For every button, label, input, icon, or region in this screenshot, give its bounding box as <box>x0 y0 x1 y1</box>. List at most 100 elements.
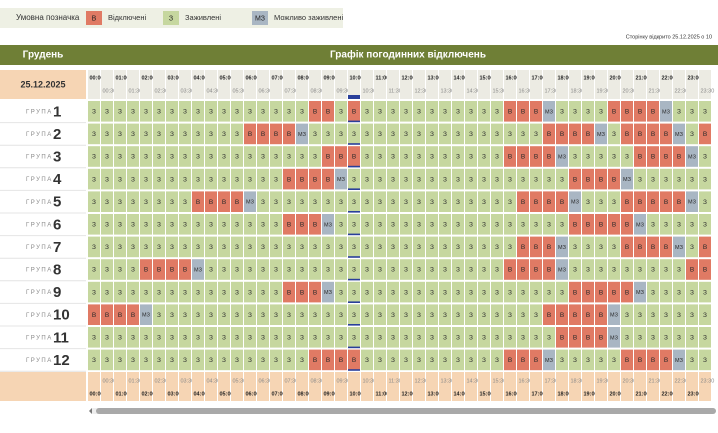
cell-code: В <box>313 222 317 229</box>
cell-code: З <box>144 244 148 251</box>
cell-code: З <box>326 335 330 342</box>
cell <box>595 281 607 303</box>
cell-code: З <box>638 335 642 342</box>
cell-code: З <box>534 222 538 229</box>
cell-code: З <box>573 357 577 364</box>
cell-code: З <box>274 154 278 161</box>
time-cell <box>257 70 269 99</box>
scrollbar-thumb[interactable] <box>96 408 716 414</box>
cell <box>114 349 126 371</box>
cell <box>504 327 516 348</box>
cell <box>452 146 464 167</box>
cell <box>205 259 217 280</box>
cell <box>699 236 711 258</box>
cell-code: З <box>404 244 408 251</box>
cell <box>400 304 412 325</box>
cell-code: В <box>703 267 707 274</box>
cell <box>166 304 178 325</box>
group-label: ГРУПА <box>26 358 53 364</box>
cell-code: В <box>625 244 629 251</box>
group-number: 4 <box>53 171 62 188</box>
cell-code: МЗ <box>662 109 671 115</box>
cell <box>374 168 386 190</box>
cell <box>413 101 425 122</box>
cell <box>530 214 542 235</box>
cell-code: МЗ <box>194 267 203 273</box>
group-label: ГРУПА <box>26 132 53 138</box>
cell <box>192 146 204 167</box>
cell <box>153 349 165 371</box>
now-line <box>348 369 360 371</box>
cell <box>387 146 399 167</box>
cell <box>296 281 308 303</box>
cell-code: З <box>92 154 96 161</box>
cell <box>686 281 698 303</box>
now-line <box>348 324 360 326</box>
cell <box>270 146 282 167</box>
cell-code: З <box>261 199 265 206</box>
cell-code: З <box>612 244 616 251</box>
cell <box>322 327 334 348</box>
time-label: 05:00 <box>220 391 234 397</box>
cell <box>374 123 386 145</box>
cell <box>621 304 633 325</box>
time-cell <box>504 372 516 401</box>
cell <box>153 327 165 348</box>
time-cell <box>88 372 100 401</box>
legend-label: Заживлені <box>185 13 221 22</box>
cell <box>465 349 477 371</box>
cell <box>452 123 464 145</box>
cell-code: З <box>300 244 304 251</box>
cell-code: З <box>586 109 590 116</box>
cell <box>205 123 217 145</box>
cell-code: В <box>534 357 538 364</box>
cell-code: З <box>469 267 473 274</box>
cell-code: З <box>430 222 434 229</box>
cell-code: З <box>196 289 200 296</box>
cell-code: З <box>339 289 343 296</box>
time-label: 04:30 <box>207 378 221 384</box>
cell-code: З <box>274 109 278 116</box>
cell <box>491 349 503 371</box>
cell <box>114 236 126 258</box>
scroll-left[interactable] <box>89 408 92 414</box>
time-label: 02:30 <box>155 378 169 384</box>
cell <box>179 191 191 212</box>
cell <box>140 281 152 303</box>
cell-code: З <box>274 244 278 251</box>
cell <box>348 168 360 190</box>
cell-code: З <box>131 357 135 364</box>
cell <box>88 281 100 303</box>
cell-code: В <box>521 357 525 364</box>
cell-code: З <box>92 222 96 229</box>
cell-code: З <box>196 244 200 251</box>
cell <box>504 146 516 167</box>
cell-code: МЗ <box>246 200 255 206</box>
cell-code: З <box>105 109 109 116</box>
time-cell <box>218 70 230 99</box>
cell <box>231 191 243 212</box>
cell-code: З <box>209 154 213 161</box>
cell-code: З <box>144 222 148 229</box>
cell-code: В <box>560 335 564 342</box>
time-label: 11:30 <box>389 378 402 384</box>
cell-code: З <box>534 289 538 296</box>
time-label: 03:00 <box>168 391 182 397</box>
time-cell <box>504 70 516 99</box>
cell <box>530 236 542 258</box>
cell-code: З <box>456 199 460 206</box>
cell <box>218 259 230 280</box>
cell <box>257 168 269 190</box>
time-label: 20:30 <box>623 378 637 384</box>
cell-code: З <box>703 176 707 183</box>
cell-code: З <box>417 357 421 364</box>
cell <box>452 168 464 190</box>
cell <box>179 281 191 303</box>
cell <box>660 123 672 145</box>
cell-code: В <box>534 154 538 161</box>
group-label: ГРУПА <box>26 155 53 161</box>
cell <box>699 259 711 280</box>
time-label: 12:00 <box>402 75 416 81</box>
cell <box>244 168 256 190</box>
cell <box>569 236 581 258</box>
